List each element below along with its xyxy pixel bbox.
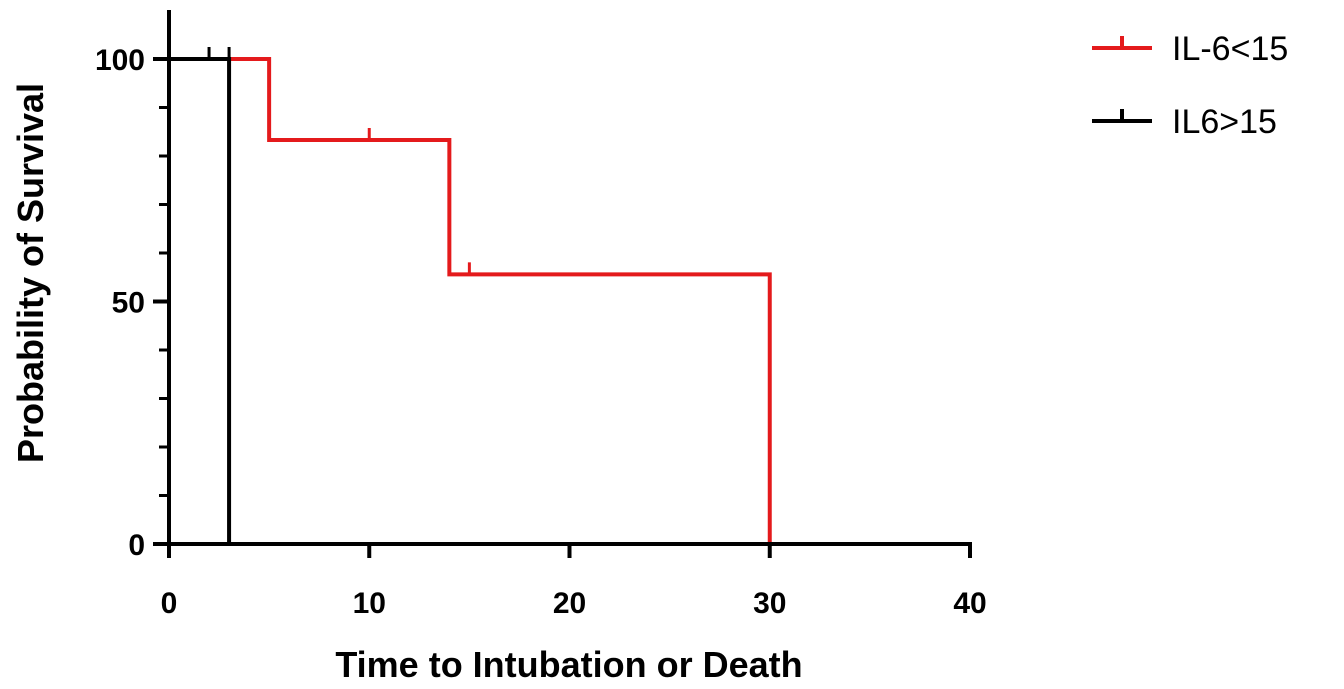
y-tick-label-1: 50 [112,287,145,320]
x-tick-label-2: 20 [553,587,586,620]
series-line-1 [169,57,232,544]
legend-label-il6-high: IL6>15 [1172,103,1277,141]
series-layer [169,47,772,544]
x-axis-title: Time to Intubation or Death [335,644,802,685]
x-tick-label-0: 0 [161,587,178,620]
y-tick-label-2: 100 [95,44,145,77]
legend-item-0: IL-6<15 [1092,30,1288,68]
legend: IL-6<15 IL6>15 [1092,30,1288,141]
legend-item-1: IL6>15 [1092,103,1277,141]
y-tick-label-0: 0 [128,529,145,562]
series-line-0 [169,57,772,544]
x-tick-label-1: 10 [353,587,386,620]
y-axis-title: Probability of Survival [10,83,51,463]
x-tick-label-4: 40 [953,587,986,620]
x-tick-label-3: 30 [753,587,786,620]
axes-layer [167,10,972,546]
legend-label-il6-low: IL-6<15 [1172,30,1288,68]
ticks-layer: 0 10 20 30 40 0 50 100 [95,44,987,620]
